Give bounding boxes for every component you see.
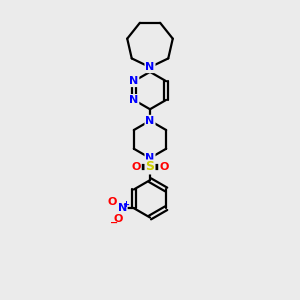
Text: O: O [159, 162, 169, 172]
Text: N: N [129, 95, 138, 105]
Text: N: N [118, 203, 127, 213]
Text: N: N [146, 116, 154, 126]
Text: N: N [146, 62, 154, 72]
Text: N: N [129, 76, 138, 86]
Text: O: O [131, 162, 141, 172]
Text: O: O [114, 214, 123, 224]
Text: S: S [146, 160, 154, 173]
Text: N: N [146, 153, 154, 163]
Text: −: − [110, 218, 118, 228]
Text: +: + [122, 200, 130, 209]
Text: O: O [107, 197, 117, 207]
